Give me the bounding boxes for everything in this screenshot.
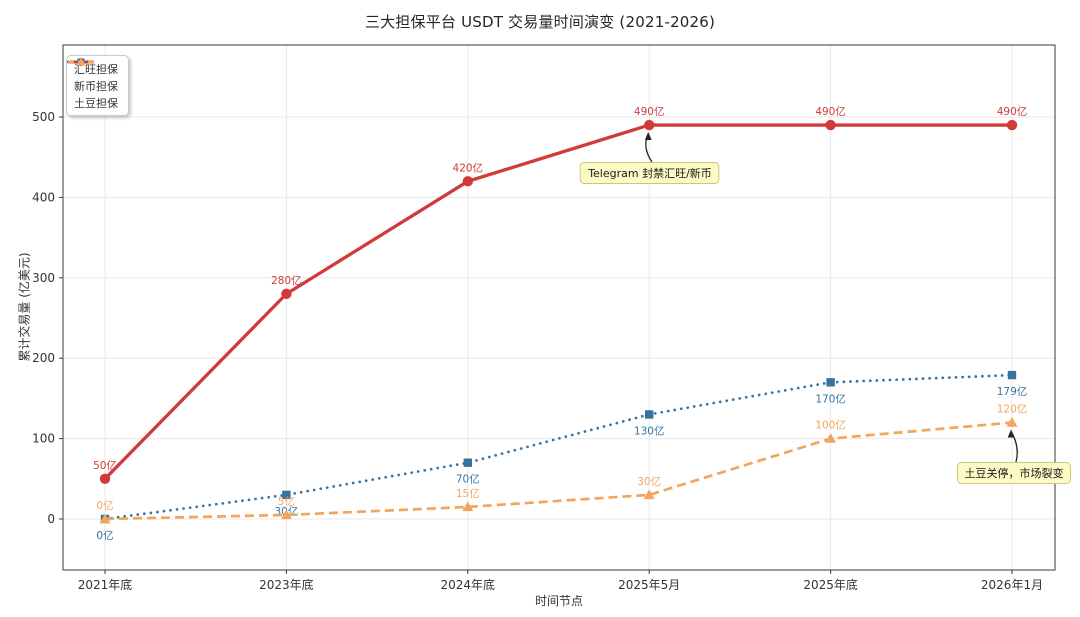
marker-circle xyxy=(1006,119,1018,131)
marker-triangle xyxy=(280,509,292,520)
marker-triangle xyxy=(462,501,474,512)
marker-triangle xyxy=(99,513,111,524)
series-line xyxy=(103,123,1012,480)
point-label: 0亿 xyxy=(96,529,113,542)
marker-circle xyxy=(462,176,473,187)
y-tick-label: 400 xyxy=(32,190,55,204)
y-tick-label: 200 xyxy=(32,351,55,365)
point-label: 30亿 xyxy=(637,475,661,488)
x-axis-label: 时间节点 xyxy=(534,594,583,608)
point-label: 100亿 xyxy=(815,419,846,432)
legend-item-2: 新币担保 xyxy=(67,58,118,93)
annotation-box xyxy=(957,462,1071,484)
series-1: 50亿 280亿 420亿 490亿 490亿 490亿 xyxy=(93,105,1027,484)
point-label: 490亿 xyxy=(815,105,846,118)
marker-circle xyxy=(99,473,111,484)
annotation-text: Telegram 封禁汇旺/新币 xyxy=(587,166,712,180)
marker-triangle xyxy=(1006,417,1018,427)
annotation: 土豆关停，市场裂变 xyxy=(957,429,1071,484)
y-tick-label: 100 xyxy=(32,432,55,446)
annotation: Telegram 封禁汇旺/新币 xyxy=(579,132,720,184)
legend-item-3: 土豆担保 xyxy=(68,57,118,110)
point-label: 120亿 xyxy=(997,403,1028,416)
legend-triangle-icon xyxy=(68,57,94,66)
point-label: 490亿 xyxy=(634,105,665,118)
marker-circle xyxy=(644,119,655,131)
annotation-box xyxy=(579,162,720,184)
legend-label: 汇旺担保 xyxy=(74,62,118,76)
legend-label: 新币担保 xyxy=(74,79,118,93)
marker-circle xyxy=(825,119,836,131)
point-label: 15亿 xyxy=(456,487,480,500)
y-tick-label: 300 xyxy=(32,271,55,285)
annotation-text: 土豆关停，市场裂变 xyxy=(965,466,1064,480)
marker-triangle xyxy=(825,433,837,443)
y-tick-label: 500 xyxy=(32,110,55,124)
axes: 0 100 200 300 400 500 2021年底 2023年底 2024年底 2025年5… xyxy=(32,44,1056,592)
point-label: 5亿 xyxy=(278,495,295,508)
marker-circle xyxy=(281,288,292,300)
marker-triangle xyxy=(643,489,655,500)
point-label: 70亿 xyxy=(456,473,480,486)
annotation-arrowhead xyxy=(644,132,652,141)
y-tick-label: 0 xyxy=(47,512,55,526)
marker-square xyxy=(1007,370,1017,380)
point-label: 420亿 xyxy=(453,161,484,174)
chart-title: 三大担保平台 USDT 交易量时间演变 (2021-2026) xyxy=(364,13,716,31)
series-2: 0亿 30亿 70亿 130亿 170亿 179亿 xyxy=(96,370,1028,542)
legend-label: 土豆担保 xyxy=(74,96,118,110)
point-label: 50亿 xyxy=(93,459,117,472)
x-tick-label: 2021年底 xyxy=(78,577,133,592)
annotation-arrowhead xyxy=(1007,429,1015,438)
x-tick-label: 2025年底 xyxy=(803,577,858,592)
point-label: 0亿 xyxy=(96,499,113,512)
legend: 汇旺担保新币担保土豆担保 xyxy=(66,55,129,116)
point-label: 130亿 xyxy=(634,424,665,437)
point-label: 179亿 xyxy=(997,385,1028,398)
point-label: 170亿 xyxy=(815,392,846,405)
point-label: 280亿 xyxy=(271,274,302,287)
marker-square xyxy=(463,458,472,467)
marker-square xyxy=(645,410,654,419)
x-tick-label: 2024年底 xyxy=(441,577,496,592)
x-tick-label: 2025年5月 xyxy=(618,578,680,592)
series-3: 0亿 5亿 15亿 30亿 100亿 120亿 xyxy=(96,403,1027,524)
series-line xyxy=(104,421,1013,521)
marker-square xyxy=(282,490,291,500)
point-label: 490亿 xyxy=(997,105,1028,118)
x-tick-label: 2023年底 xyxy=(259,577,314,592)
x-tick-label: 2026年1月 xyxy=(981,578,1043,592)
series-line xyxy=(103,373,1014,521)
marker-square xyxy=(826,378,835,387)
